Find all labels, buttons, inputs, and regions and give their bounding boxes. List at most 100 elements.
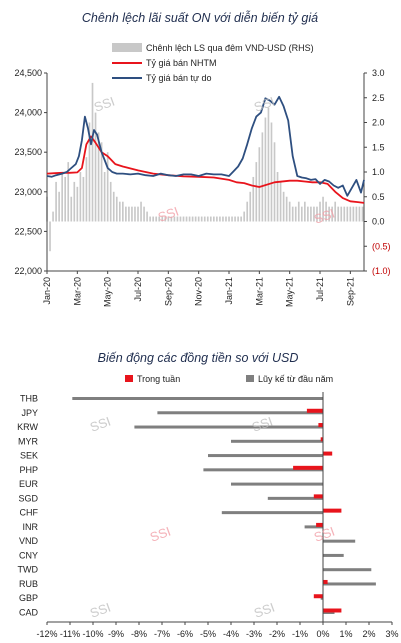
legend-swatch-week [125, 375, 133, 382]
chart2-x-tick-label: -10% [82, 629, 103, 639]
spread-bar [85, 157, 88, 222]
spread-bar [352, 206, 355, 222]
ytd-bar [72, 397, 323, 400]
watermark: SSI [252, 600, 277, 621]
spread-bar [158, 216, 161, 222]
ytd-bar [304, 525, 323, 529]
spread-bar [310, 206, 312, 222]
spread-bar [146, 211, 148, 222]
spread-bar [222, 216, 224, 222]
watermark: SSI [312, 206, 337, 227]
chart2-x-tick-label: -12% [36, 629, 57, 639]
legend-label-ytd: Lũy kế từ đầu năm [258, 374, 333, 384]
spread-bar [328, 206, 330, 222]
spread-bar [237, 216, 239, 222]
spread-bar [316, 206, 318, 222]
chart1: Chênh lệch lãi suất ON với diễn biến tỷ … [14, 10, 390, 307]
spread-bar [164, 216, 167, 222]
spread-bar [200, 216, 203, 222]
spread-bar [115, 196, 118, 222]
week-bar [306, 408, 323, 413]
chart1-left-tick-label: 22,500 [14, 226, 42, 236]
chart1-spread-bars [46, 82, 364, 252]
chart2-x-tick-label: -6% [177, 629, 193, 639]
spread-bar [261, 132, 264, 222]
spread-bar [173, 216, 176, 222]
week-bar [323, 508, 342, 513]
legend-swatch-ytd [246, 375, 254, 382]
spread-bar [194, 216, 197, 222]
legend-label-spread: Chênh lệch LS qua đêm VND-USD (RHS) [146, 43, 314, 53]
spread-bar [285, 196, 288, 222]
spread-bar [167, 216, 170, 222]
spread-bar [249, 191, 252, 222]
spread-bar [112, 191, 115, 222]
week-bar [320, 437, 323, 442]
chart2-legend: Trong tuần Lũy kế từ đầu năm [125, 374, 333, 384]
spread-bar [313, 206, 315, 222]
spread-bar [203, 216, 206, 222]
chart2-category-label: SGD [18, 493, 38, 503]
chart2-x-tick-label: -8% [131, 629, 147, 639]
chart2-category-label: CNY [19, 550, 38, 560]
chart2-category-label: PHP [19, 465, 38, 475]
legend-label-free: Tỷ giá bán tự do [146, 73, 212, 83]
spread-bar [182, 216, 185, 222]
legend-label-nhtm: Tỷ giá bán NHTM [146, 58, 217, 68]
chart2-x-tick-label: -11% [60, 629, 80, 639]
spread-bar [149, 216, 151, 222]
spread-bar [213, 216, 215, 222]
free-market-rate-line [46, 95, 365, 197]
spread-bar [279, 181, 282, 222]
spread-bar [270, 122, 273, 222]
chart2-x-tick-label: 1% [339, 629, 352, 639]
spread-bar [125, 206, 127, 222]
week-bar [323, 579, 328, 584]
chart2-x-tick-label: -1% [292, 629, 308, 639]
chart1-right-tick-label: 1.0 [372, 167, 385, 177]
spread-bar [118, 201, 121, 222]
spread-bar [307, 206, 309, 222]
spread-bar [276, 172, 279, 222]
legend-label-week: Trong tuần [137, 374, 180, 384]
chart2: Biến động các đồng tiền so với USD Trong… [17, 351, 398, 639]
spread-bar [300, 206, 303, 222]
chart1-left-tick-label: 23,500 [14, 147, 42, 157]
chart2-category-label: KRW [17, 422, 38, 432]
spread-bar [358, 206, 361, 222]
spread-bar [206, 216, 209, 222]
spread-bar [55, 181, 57, 222]
spread-bar [322, 196, 324, 222]
spread-bar [61, 172, 63, 222]
ytd-bar [231, 482, 323, 486]
week-bar [323, 451, 333, 456]
spread-bar [297, 201, 300, 222]
spread-bar [140, 201, 142, 222]
spread-bar [334, 201, 337, 222]
chart1-right-tick-label: 3.0 [372, 68, 385, 78]
spread-bar [73, 181, 76, 222]
spread-bar [176, 216, 179, 222]
chart1-x-tick-label: Jul-21 [315, 277, 325, 302]
spread-bar [216, 216, 218, 222]
ytd-bar [157, 411, 323, 415]
spread-bar [304, 201, 306, 222]
chart1-right-tick-label: 2.5 [372, 93, 385, 103]
chart1-right-tick-label: 0.0 [372, 217, 385, 227]
chart1-left-tick-label: 23,000 [14, 187, 42, 197]
week-bar [318, 423, 323, 428]
spread-bar [243, 211, 246, 222]
chart1-x-tick-label: Sep-20 [163, 277, 173, 306]
spread-bar [58, 191, 60, 222]
chart2-x-tick-label: 2% [362, 629, 375, 639]
spread-bar [355, 206, 358, 222]
chart2-x-tick-label: -2% [269, 629, 285, 639]
spread-bar [225, 216, 227, 222]
spread-bar [228, 216, 230, 222]
chart1-lines [46, 95, 365, 204]
chart2-category-label: THB [20, 394, 38, 404]
chart2-x-tick-label: -4% [223, 629, 239, 639]
spread-bar [122, 201, 124, 222]
chart1-x-tick-label: May-20 [103, 277, 113, 307]
spread-bar [128, 206, 130, 222]
